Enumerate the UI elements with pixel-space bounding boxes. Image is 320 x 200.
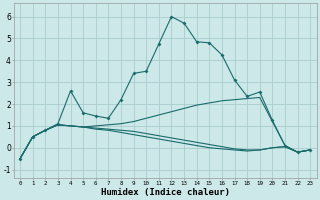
X-axis label: Humidex (Indice chaleur): Humidex (Indice chaleur) bbox=[100, 188, 230, 197]
